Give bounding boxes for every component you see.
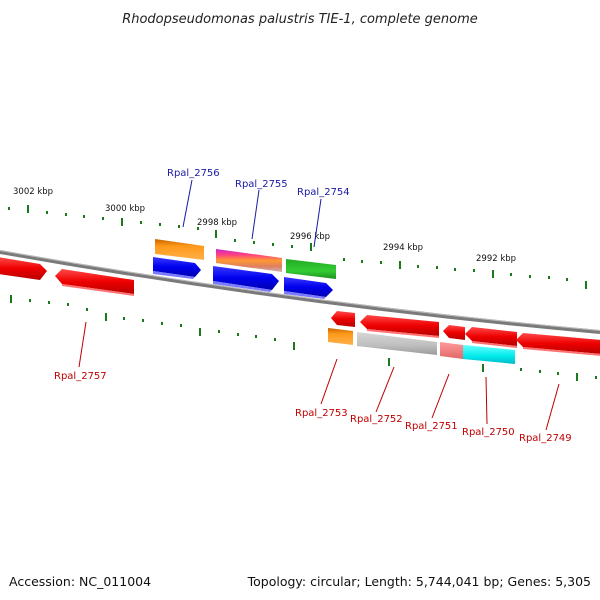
genome-summary-text: Topology: circular; Length: 5,744,041 bp… [247, 574, 591, 589]
scale-label-2992: 2992 kbp [476, 254, 516, 264]
map-title: Rhodopseudomonas palustris TIE-1, comple… [122, 12, 478, 27]
gene-label-rpal-2751[interactable]: Rpal_2751 [405, 421, 458, 432]
scale-label-3000: 3000 kbp [105, 204, 145, 214]
gene-label-rpal-2749[interactable]: Rpal_2749 [519, 433, 572, 444]
gene-feature-rpal-2753-orange[interactable] [328, 328, 353, 345]
genome-backbone [0, 250, 600, 334]
gene-feature-rpal-2757[interactable] [55, 269, 134, 296]
gene-label-rpal-2756[interactable]: Rpal_2756 [167, 168, 220, 179]
gene-label-rpal-2753[interactable]: Rpal_2753 [295, 408, 348, 419]
accession-text: Accession: NC_011004 [9, 574, 151, 589]
gene-feature-rpal-2752-gray[interactable] [357, 332, 437, 355]
gene-feature-rpal-2752-red[interactable] [360, 315, 439, 338]
scale-label-2998: 2998 kbp [197, 218, 237, 228]
gene-feature-rpal-2754-green[interactable] [286, 259, 336, 279]
gene-label-rpal-2754[interactable]: Rpal_2754 [297, 187, 350, 198]
genome-backbone-highlight [0, 250, 600, 331]
gene-feature-rpal-2751-red[interactable] [443, 325, 465, 340]
gene-label-rpal-2750[interactable]: Rpal_2750 [462, 427, 515, 438]
gene-feature-rpal-2750-red[interactable] [465, 327, 517, 348]
gene-feature-rpal-2749-red[interactable] [516, 333, 600, 356]
upper-tick-row [8, 205, 587, 289]
gene-feature-rpal-2755-blue[interactable] [213, 266, 279, 292]
scale-label-2996: 2996 kbp [290, 232, 330, 242]
gene-feature[interactable] [0, 257, 47, 280]
gene-feature-rpal-2751-pink[interactable] [440, 342, 463, 359]
gene-feature-rpal-2755-stripes[interactable] [216, 249, 282, 272]
bottom-leader-lines [78, 321, 560, 431]
gene-feature-rpal-2756-orange[interactable] [155, 239, 204, 260]
gene-feature-small-red[interactable] [331, 311, 355, 327]
gene-feature-rpal-2756-blue[interactable] [153, 257, 201, 279]
gene-label-rpal-2752[interactable]: Rpal_2752 [350, 414, 403, 425]
gene-label-rpal-2755[interactable]: Rpal_2755 [235, 179, 288, 190]
gene-label-rpal-2757[interactable]: Rpal_2757 [54, 371, 107, 382]
scale-label-2994: 2994 kbp [383, 243, 423, 253]
scale-label-3002: 3002 kbp [13, 187, 53, 197]
gene-feature-rpal-2754-blue[interactable] [284, 277, 333, 299]
top-leader-lines [182, 179, 322, 248]
lower-tick-row [10, 295, 597, 381]
gene-feature-rpal-2750-cyan[interactable] [463, 345, 515, 364]
